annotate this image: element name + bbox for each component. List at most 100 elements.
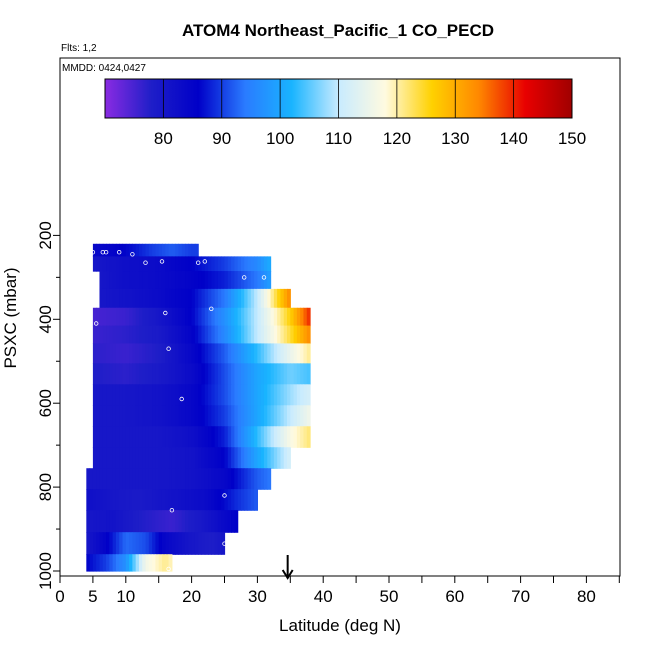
heatmap-cell-265-21 <box>161 256 166 272</box>
heatmap-cell-265-50 <box>257 256 262 272</box>
heatmap-cell-630-32 <box>198 405 203 427</box>
heatmap-cell-680-63 <box>300 426 305 448</box>
heatmap-cell-265-52 <box>263 256 268 272</box>
heatmap-cell-630-23 <box>168 405 173 427</box>
heatmap-cell-730-51 <box>260 447 265 469</box>
heatmap-cell-305-25 <box>181 271 186 290</box>
heatmap-cell-265-35 <box>208 256 212 272</box>
heatmap-cell-350-32 <box>204 288 209 309</box>
heatmap-cell-350-51 <box>267 288 272 309</box>
heatmap-cell-780-48 <box>244 468 249 490</box>
heatmap-cell-780-49 <box>247 468 252 490</box>
heatmap-cell-480-26 <box>178 343 183 364</box>
heatmap-cell-305-41 <box>234 271 239 290</box>
heatmap-cell-935-17 <box>142 532 147 555</box>
heatmap-cell-435-11 <box>129 325 133 345</box>
x-tick-label-20: 20 <box>182 587 201 606</box>
heatmap-cell-235-0 <box>92 243 97 257</box>
heatmap-cell-680-7 <box>115 426 120 448</box>
x-tick-label-10: 10 <box>116 587 135 606</box>
heatmap-cell-480-28 <box>185 343 189 364</box>
heatmap-cell-630-43 <box>234 405 239 427</box>
heatmap-cell-780-43 <box>227 468 232 490</box>
heatmap-cell-435-6 <box>112 325 117 345</box>
heatmap-cell-395-30 <box>191 307 196 327</box>
heatmap-cell-530-18 <box>152 363 157 385</box>
heatmap-cell-265-41 <box>227 256 232 272</box>
heatmap-cell-305-14 <box>145 271 150 290</box>
heatmap-cell-630-42 <box>231 405 235 427</box>
heatmap-cell-305-13 <box>142 271 147 290</box>
heatmap-cell-305-15 <box>148 271 153 290</box>
heatmap-cell-780-6 <box>106 468 110 490</box>
heatmap-cell-395-42 <box>231 307 235 327</box>
heatmap-cell-580-27 <box>181 384 186 406</box>
heatmap-cell-730-49 <box>254 447 258 469</box>
heatmap-cell-580-31 <box>194 384 199 406</box>
heatmap-cell-580-34 <box>204 384 209 406</box>
heatmap-cell-480-36 <box>211 343 216 364</box>
y-tick-label-1000: 1000 <box>36 552 55 590</box>
heatmap-cell-880-40 <box>217 510 222 533</box>
heatmap-cell-435-65 <box>306 325 311 345</box>
heatmap-cell-235-26 <box>178 243 183 257</box>
heatmap-cell-435-60 <box>290 325 295 345</box>
heatmap-cell-480-33 <box>201 343 206 364</box>
heatmap-cell-435-58 <box>283 325 288 345</box>
sample-point-22 <box>166 566 171 572</box>
heatmap-cell-305-27 <box>188 271 193 290</box>
heatmap-cell-480-37 <box>214 343 219 364</box>
heatmap-cell-480-62 <box>296 343 301 364</box>
y-tick-label-800: 800 <box>36 473 55 501</box>
heatmap-cell-830-18 <box>145 489 150 511</box>
heatmap-cell-395-29 <box>188 307 193 327</box>
heatmap-cell-935-33 <box>194 532 199 555</box>
heatmap-cell-985-12 <box>125 554 130 572</box>
heatmap-cell-530-55 <box>273 363 278 385</box>
heatmap-cell-530-31 <box>194 363 199 385</box>
heatmap-cell-580-20 <box>158 384 163 406</box>
heatmap-cell-235-9 <box>122 243 127 257</box>
heatmap-cell-305-32 <box>204 271 209 290</box>
heatmap-cell-350-7 <box>122 288 127 309</box>
x-axis: 0 5 10 20 30 40 50 60 70 80 <box>55 576 620 606</box>
heatmap-cell-305-36 <box>217 271 222 290</box>
heatmap-cell-530-53 <box>267 363 272 385</box>
heatmap-cell-630-54 <box>270 405 275 427</box>
heatmap-cell-730-25 <box>175 447 180 469</box>
heatmap-cell-435-37 <box>214 325 219 345</box>
heatmap-cell-350-5 <box>115 288 120 309</box>
heatmap-cell-985-13 <box>129 554 133 572</box>
heatmap-cell-630-47 <box>247 405 252 427</box>
heatmap-cell-530-8 <box>119 363 124 385</box>
heatmap-cell-630-46 <box>244 405 249 427</box>
heatmap-cell-235-8 <box>119 243 124 257</box>
heatmap-cell-935-5 <box>102 532 107 555</box>
heatmap-cell-935-14 <box>132 532 137 555</box>
heatmap-cell-395-38 <box>217 307 222 327</box>
y-tick-label-600: 600 <box>36 389 55 417</box>
heatmap-cell-435-49 <box>254 325 258 345</box>
heatmap-cell-305-12 <box>138 271 143 290</box>
heatmap-cell-530-42 <box>231 363 235 385</box>
heatmap-cell-680-49 <box>254 426 258 448</box>
heatmap-cell-265-39 <box>221 256 226 272</box>
heatmap-cell-630-7 <box>115 405 120 427</box>
heatmap-cell-730-2 <box>99 447 104 469</box>
heatmap-cell-830-1 <box>89 489 94 511</box>
heatmap-cell-880-0 <box>86 510 91 533</box>
heatmap-cell-265-13 <box>135 256 140 272</box>
heatmap-cell-730-7 <box>115 447 120 469</box>
heatmap-cell-235-24 <box>171 243 176 257</box>
heatmap-cell-530-23 <box>168 363 173 385</box>
heatmap-cell-235-29 <box>188 243 193 257</box>
heatmap-cell-265-8 <box>119 256 124 272</box>
heatmap-cell-395-3 <box>102 307 107 327</box>
heatmap-cell-235-17 <box>148 243 153 257</box>
heatmap-cell-580-37 <box>214 384 219 406</box>
heatmap-cell-580-53 <box>267 384 272 406</box>
heatmap-cell-985-10 <box>119 554 124 572</box>
plot-frame <box>59 57 621 577</box>
heatmap-cell-435-16 <box>145 325 150 345</box>
heatmap-cell-935-20 <box>152 532 157 555</box>
